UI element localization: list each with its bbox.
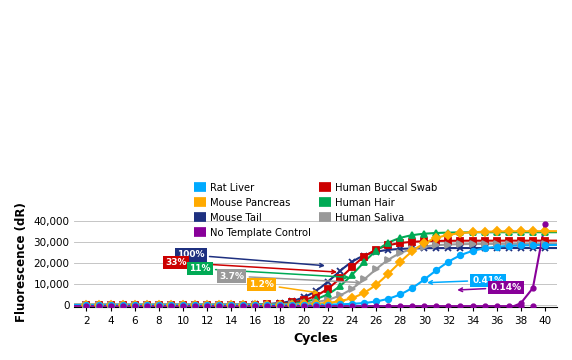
Text: 0.14%: 0.14% [459,283,522,292]
Text: 33%: 33% [165,258,335,274]
Y-axis label: Fluorescence (dR): Fluorescence (dR) [15,202,28,322]
Text: 100%: 100% [177,251,323,267]
Text: 3.7%: 3.7% [219,271,359,284]
X-axis label: Cycles: Cycles [293,332,338,345]
Text: 1.2%: 1.2% [249,280,317,294]
Text: 11%: 11% [189,264,347,279]
Text: 0.41%: 0.41% [429,276,504,285]
Legend: Rat Liver, Mouse Pancreas, Mouse Tail, No Template Control, Human Buccal Swab, H: Rat Liver, Mouse Pancreas, Mouse Tail, N… [194,183,437,238]
